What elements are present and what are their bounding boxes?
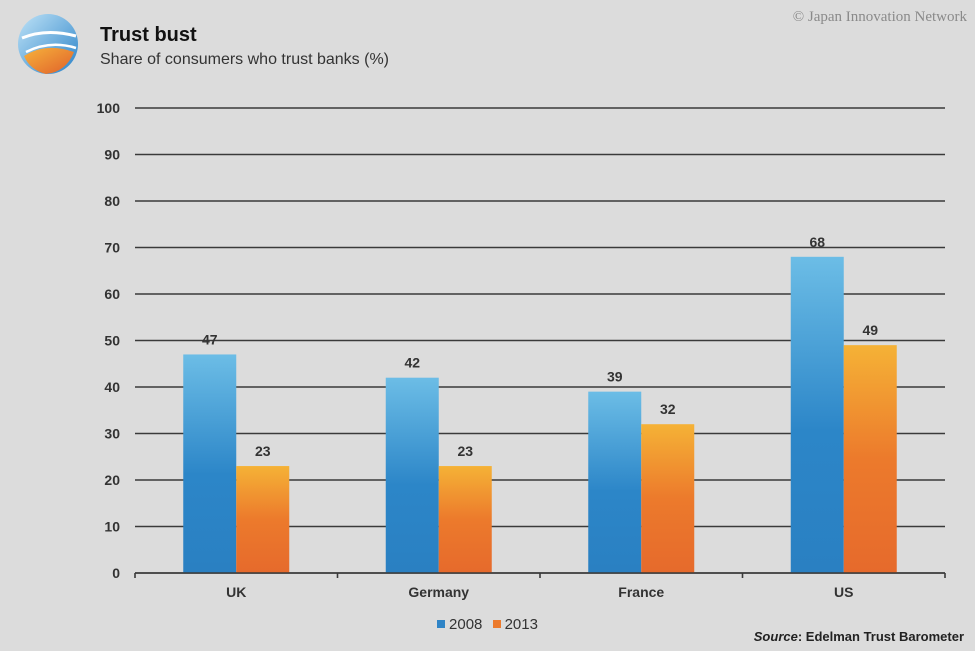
legend-label-2008: 2008 [449, 615, 483, 633]
y-tick-label: 0 [112, 565, 120, 581]
bar-2008-uk [183, 354, 237, 573]
data-label: 23 [457, 443, 473, 459]
copyright-notice: © Japan Innovation Network [792, 9, 967, 25]
data-label: 68 [809, 234, 825, 250]
x-tick-label: France [618, 584, 664, 600]
legend-swatch-2008 [437, 620, 446, 628]
bar-2008-france [588, 391, 642, 573]
data-label: 39 [607, 369, 623, 385]
data-label: 47 [202, 331, 218, 347]
data-label: 23 [255, 443, 271, 459]
bar-2013-germany [438, 466, 492, 573]
y-tick-label: 50 [104, 333, 120, 349]
data-label: 42 [404, 355, 420, 371]
bar-2013-us [843, 345, 897, 573]
y-tick-label: 40 [104, 379, 120, 395]
legend-item-2013: 2013 [492, 615, 538, 633]
bar-2013-uk [236, 466, 290, 573]
y-tick-label: 100 [97, 100, 121, 116]
y-tick-label: 20 [104, 472, 120, 488]
legend-item-2008: 2008 [437, 616, 482, 633]
y-tick-label: 80 [104, 193, 120, 209]
y-tick-label: 90 [104, 147, 120, 163]
x-tick-label: US [834, 584, 853, 600]
x-tick-label: UK [226, 584, 246, 600]
legend-swatch-2013 [492, 620, 501, 628]
source-label: Source [753, 629, 798, 644]
legend: 2008 2013 [0, 615, 975, 633]
source-text: : Edelman Trust Barometer [797, 629, 964, 644]
y-tick-label: 10 [104, 519, 120, 535]
chart-subtitle: Share of consumers who trust banks (%) [100, 51, 390, 68]
bar-2013-france [641, 424, 695, 573]
bar-2008-us [790, 256, 844, 573]
bar-2008-germany [385, 377, 439, 573]
chart-title: Trust bust [100, 24, 197, 46]
globe-logo-icon [18, 14, 78, 74]
y-tick-label: 70 [104, 240, 120, 256]
x-tick-label: Germany [408, 584, 469, 600]
y-tick-label: 60 [104, 286, 120, 302]
source-note: Source: Edelman Trust Barometer [754, 629, 964, 644]
y-tick-label: 30 [104, 426, 120, 442]
data-label: 49 [862, 322, 878, 338]
data-label: 32 [660, 401, 676, 417]
legend-label-2013: 2013 [504, 615, 538, 633]
